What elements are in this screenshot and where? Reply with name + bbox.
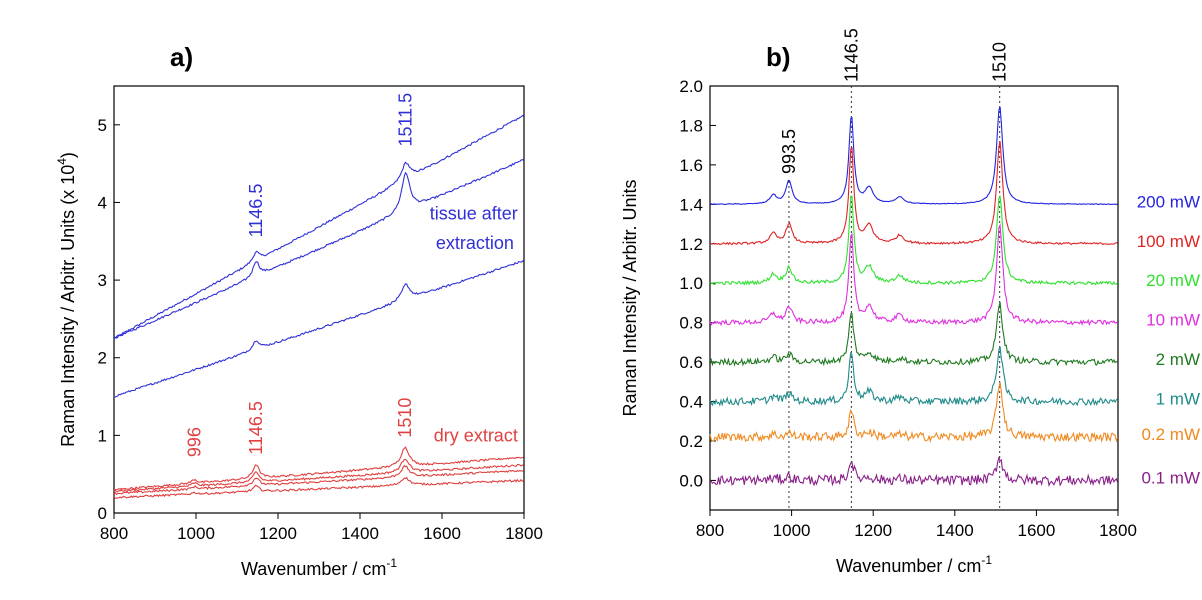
- y-axis-label-end: ): [58, 152, 78, 158]
- peak-annotation: 996: [184, 427, 204, 457]
- spectrum-line: [113, 458, 524, 493]
- y-tick-label: 1: [98, 426, 107, 445]
- series-label: 0.1 mW: [1141, 468, 1200, 487]
- series-label: 100 mW: [1137, 232, 1200, 251]
- panel-label: a): [170, 42, 193, 72]
- y-tick-label: 4: [98, 193, 107, 212]
- series-label: 10 mW: [1146, 311, 1200, 330]
- spectrum-line: [709, 195, 1119, 286]
- spectrum-line: [113, 259, 524, 398]
- x-axis-label-sup: -1: [386, 556, 397, 570]
- plot-frame: [113, 85, 525, 514]
- spectrum-line: [709, 382, 1119, 444]
- x-axis-label-sup: -1: [981, 553, 992, 567]
- panel-label: b): [766, 42, 791, 72]
- panel-a: 800 1000 1200 1400 1600 1800 0 1 2 3 4 5 Wavenumber …: [55, 42, 543, 579]
- y-tick-label: 1.4: [679, 195, 703, 214]
- x-tick-label: 1400: [936, 521, 974, 540]
- peak-annotation: dry extract: [434, 426, 518, 446]
- x-tick-label: 1000: [177, 524, 215, 543]
- spectrum-line: [114, 115, 524, 339]
- y-tick-label: 0.8: [679, 314, 703, 333]
- y-axis-label: Raman Intensity / Arbitr. Units: [620, 179, 640, 416]
- spectrum-line: [709, 346, 1118, 407]
- x-axis-label: Wavenumber / cm-1: [241, 556, 397, 579]
- x-tick-label: 1600: [1017, 521, 1055, 540]
- x-axis-label: Wavenumber / cm-1: [836, 553, 992, 576]
- y-tick-label: 2: [98, 349, 107, 368]
- y-tick-label: 0.2: [679, 432, 703, 451]
- x-tick-label: 1800: [505, 524, 543, 543]
- spectrum-line: [709, 456, 1119, 487]
- spectrum-line: [709, 301, 1118, 367]
- y-tick-label: 0.4: [679, 393, 703, 412]
- x-tick-label: 1200: [259, 524, 297, 543]
- series-label: 20 mW: [1146, 271, 1200, 290]
- x-tick-label: 1800: [1099, 521, 1137, 540]
- y-tick-label: 0.0: [679, 471, 703, 490]
- x-tick-label: 1600: [423, 524, 461, 543]
- peak-annotation: tissue after: [430, 204, 518, 224]
- peak-annotation: 1511.5: [396, 93, 416, 147]
- series-label: 1 mW: [1156, 390, 1200, 409]
- x-axis-label-text: Wavenumber / cm: [241, 559, 386, 579]
- spectrum-line: [113, 464, 524, 496]
- reference-line-label: 1146.5: [841, 28, 861, 82]
- x-tick-label: 1200: [854, 521, 892, 540]
- peak-annotation: 1510: [395, 398, 415, 438]
- y-tick-label: 1.0: [679, 274, 703, 293]
- x-axis-label-text: Wavenumber / cm: [836, 556, 981, 576]
- plot-frame: [709, 85, 1119, 511]
- y-tick-label: 5: [98, 116, 107, 135]
- y-axis-label-text: Raman Intensity / Arbitr. Units (x 10: [58, 165, 78, 447]
- spectrum-line: [113, 159, 524, 340]
- x-tick-label: 800: [100, 524, 128, 543]
- panel-b: 800 1000 1200 1400 1600 1800 0.0 0.2 0.4 0.6 0.8 1.…: [620, 28, 1200, 576]
- peak-annotation: 1146.5: [246, 401, 266, 455]
- y-tick-label: 3: [98, 271, 107, 290]
- spectrum-line: [710, 106, 1118, 206]
- spectrum-line: [113, 446, 524, 491]
- y-tick-label: 1.2: [679, 235, 703, 254]
- x-tick-label: 800: [696, 521, 724, 540]
- y-tick-label: 2.0: [679, 77, 703, 96]
- series-label: 0.2 mW: [1141, 425, 1200, 444]
- series-label: 2 mW: [1156, 350, 1200, 369]
- y-tick-label: 1.8: [679, 116, 703, 135]
- spectrum-line: [709, 223, 1118, 327]
- series-label: 200 mW: [1137, 192, 1200, 211]
- y-axis-label: Raman Intensity / Arbitr. Units (x 104): [55, 152, 78, 447]
- reference-line-label: 1510: [990, 42, 1010, 82]
- y-tick-label: 1.6: [679, 156, 703, 175]
- x-tick-label: 1400: [341, 524, 379, 543]
- x-tick-label: 1000: [773, 521, 811, 540]
- y-axis-label-sup: 4: [55, 158, 69, 165]
- y-tick-label: 0: [98, 504, 107, 523]
- spectrum-line: [709, 141, 1118, 246]
- peak-annotation: extraction: [436, 233, 514, 253]
- spectrum-line: [113, 476, 524, 499]
- y-tick-label: 0.6: [679, 353, 703, 372]
- reference-line-label: 993.5: [779, 129, 799, 174]
- peak-annotation: 1146.5: [246, 184, 266, 238]
